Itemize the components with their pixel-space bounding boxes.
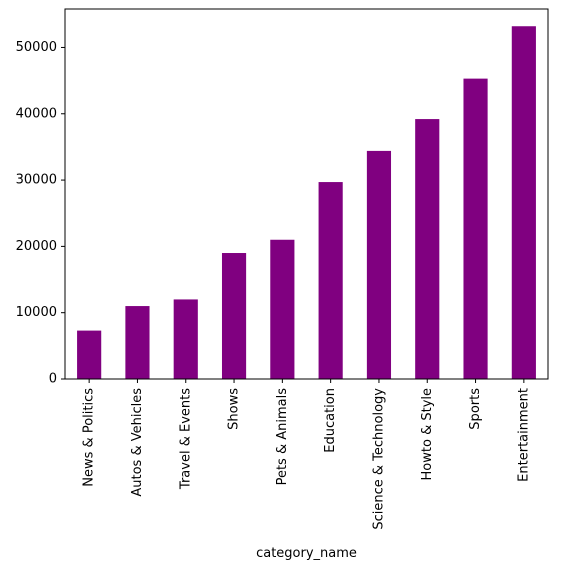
x-axis-ticks: News & Politics Autos & Vehicles Travel & … bbox=[82, 379, 531, 530]
y-tick-label: 50000 bbox=[16, 40, 57, 55]
bar bbox=[318, 182, 343, 379]
y-tick-label: 0 bbox=[49, 372, 57, 387]
x-tick-label: Autos & Vehicles bbox=[130, 388, 145, 497]
y-axis-ticks: 0 10000 20000 30000 40000 50000 bbox=[16, 40, 65, 387]
y-tick-label: 30000 bbox=[16, 173, 57, 188]
plot-frame bbox=[64, 8, 549, 380]
x-tick-label: Entertainment bbox=[516, 388, 531, 482]
x-tick-label: Pets & Animals bbox=[275, 388, 290, 486]
x-tick-label: Howto & Style bbox=[420, 388, 435, 480]
x-tick-label: Shows bbox=[227, 388, 242, 430]
bar bbox=[366, 150, 392, 379]
bar bbox=[77, 330, 102, 379]
bar bbox=[511, 26, 536, 379]
y-tick-label: 20000 bbox=[16, 239, 57, 254]
bar bbox=[415, 119, 440, 379]
bar bbox=[173, 299, 198, 379]
x-tick-label: Science & Technology bbox=[371, 388, 386, 530]
x-tick-label: News & Politics bbox=[82, 388, 97, 487]
y-tick-label: 10000 bbox=[16, 305, 57, 320]
x-axis-label: category_name bbox=[256, 546, 357, 561]
x-tick-label: Sports bbox=[468, 388, 483, 430]
bar bbox=[125, 306, 150, 379]
bar bbox=[270, 239, 295, 379]
bar bbox=[463, 78, 488, 379]
bars-group bbox=[77, 26, 536, 379]
x-tick-label: Travel & Events bbox=[178, 388, 193, 490]
x-tick-label: Education bbox=[323, 388, 338, 453]
bar bbox=[221, 253, 247, 379]
y-tick-label: 40000 bbox=[16, 106, 57, 121]
